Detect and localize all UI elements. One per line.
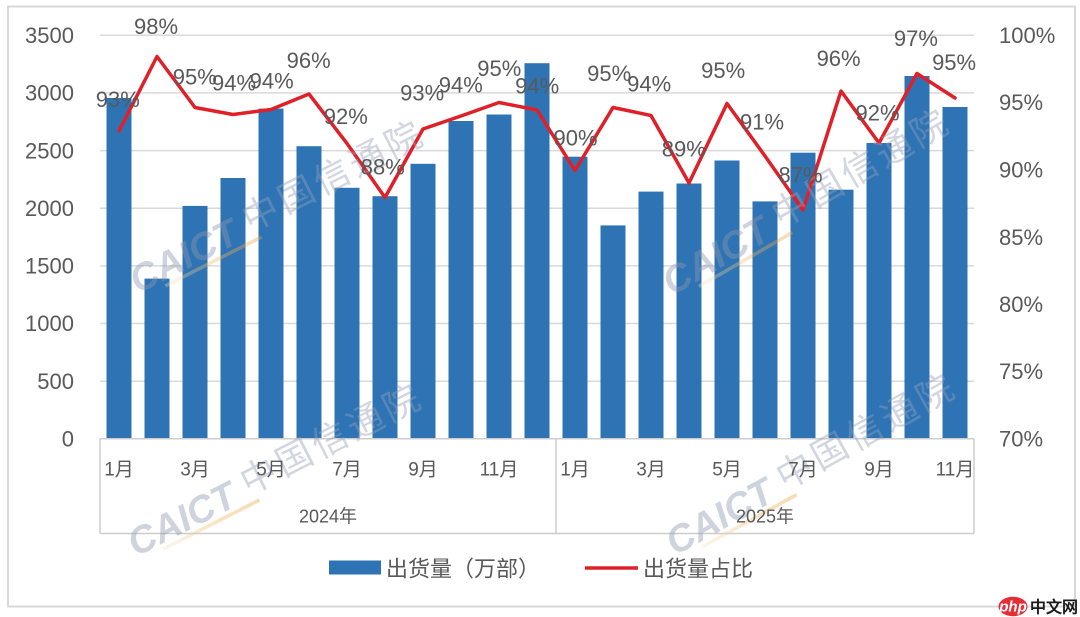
svg-text:90%: 90% [553, 126, 597, 151]
svg-text:5月: 5月 [712, 460, 742, 481]
svg-text:88%: 88% [361, 155, 405, 180]
svg-text:94%: 94% [212, 71, 256, 96]
svg-text:1月: 1月 [560, 460, 590, 481]
svg-text:3000: 3000 [25, 81, 74, 106]
svg-text:87%: 87% [778, 162, 822, 187]
svg-text:9月: 9月 [864, 460, 894, 481]
svg-text:3月: 3月 [636, 460, 666, 481]
svg-text:98%: 98% [134, 14, 178, 39]
svg-text:94%: 94% [515, 73, 559, 98]
svg-text:7月: 7月 [332, 460, 362, 481]
svg-text:100%: 100% [999, 23, 1055, 48]
svg-text:95%: 95% [999, 90, 1043, 115]
svg-text:2025年: 2025年 [736, 507, 794, 527]
svg-text:9月: 9月 [408, 460, 438, 481]
svg-text:3500: 3500 [25, 23, 74, 48]
svg-text:90%: 90% [999, 158, 1043, 183]
svg-text:出货量（万部）: 出货量（万部） [386, 557, 540, 582]
svg-text:2500: 2500 [25, 138, 74, 163]
svg-text:92%: 92% [324, 104, 368, 129]
svg-text:5月: 5月 [256, 460, 286, 481]
svg-text:80%: 80% [999, 292, 1043, 317]
svg-text:93%: 93% [400, 81, 444, 106]
svg-text:95%: 95% [477, 56, 521, 81]
svg-text:94%: 94% [627, 72, 671, 97]
svg-text:2000: 2000 [25, 196, 74, 221]
svg-text:500: 500 [37, 369, 74, 394]
svg-text:1500: 1500 [25, 254, 74, 279]
svg-text:96%: 96% [817, 46, 861, 71]
svg-text:97%: 97% [894, 26, 938, 51]
svg-text:95%: 95% [701, 58, 745, 83]
svg-text:96%: 96% [287, 48, 331, 73]
svg-text:91%: 91% [740, 110, 784, 135]
svg-text:89%: 89% [662, 137, 706, 162]
svg-text:出货量占比: 出货量占比 [643, 557, 753, 582]
svg-text:95%: 95% [173, 64, 217, 89]
svg-text:94%: 94% [439, 73, 483, 98]
svg-text:11月: 11月 [480, 460, 519, 481]
svg-text:3月: 3月 [180, 460, 210, 481]
svg-text:70%: 70% [999, 427, 1043, 452]
svg-text:11月: 11月 [936, 460, 975, 481]
svg-text:中文网: 中文网 [1030, 598, 1078, 617]
svg-text:2024年: 2024年 [299, 507, 357, 527]
svg-text:95%: 95% [932, 50, 976, 75]
svg-text:php: php [998, 599, 1027, 616]
svg-text:1月: 1月 [104, 460, 134, 481]
svg-text:85%: 85% [999, 225, 1043, 250]
svg-text:93%: 93% [96, 87, 140, 112]
svg-text:0: 0 [62, 427, 74, 452]
svg-text:95%: 95% [587, 61, 631, 86]
svg-text:1000: 1000 [25, 311, 74, 336]
svg-text:7月: 7月 [788, 460, 818, 481]
svg-text:94%: 94% [250, 69, 294, 94]
svg-text:92%: 92% [855, 101, 899, 126]
svg-text:75%: 75% [999, 359, 1043, 384]
